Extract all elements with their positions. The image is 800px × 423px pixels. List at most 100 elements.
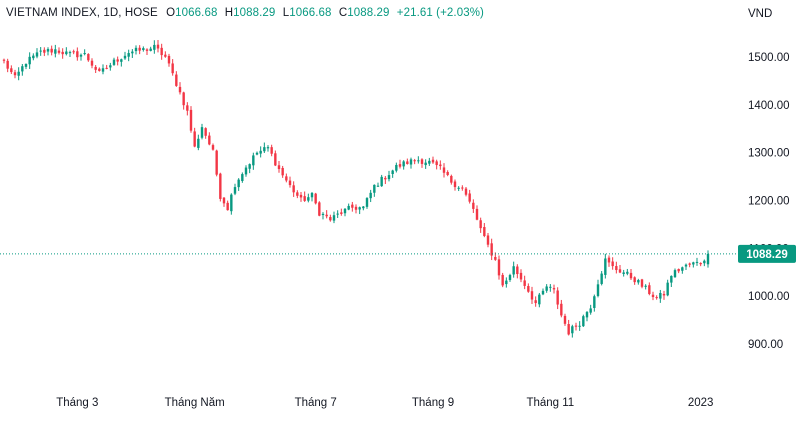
candle-down xyxy=(226,202,229,211)
candle-up xyxy=(505,280,508,285)
open-value: 1066.68 xyxy=(175,7,218,19)
x-tick-label: 2023 xyxy=(688,397,714,409)
candle-down xyxy=(116,59,119,62)
candle-down xyxy=(296,192,299,196)
candle-up xyxy=(347,205,350,210)
candle-up xyxy=(127,53,130,57)
candle-down xyxy=(351,204,354,208)
candle-down xyxy=(406,161,409,165)
candle-down xyxy=(277,165,281,170)
candle-down xyxy=(167,55,171,64)
candle-up xyxy=(39,50,42,52)
y-axis: 900.001000.001100.001200.001300.001400.0… xyxy=(748,52,790,351)
candle-up xyxy=(585,312,589,318)
candle-down xyxy=(354,206,358,210)
candle-up xyxy=(666,282,669,296)
candle-down xyxy=(208,135,211,145)
candle-up xyxy=(596,284,600,296)
candle-up xyxy=(362,206,365,209)
high-label: H xyxy=(224,7,234,19)
candle-down xyxy=(501,274,504,286)
candle-down xyxy=(2,59,6,61)
candle-up xyxy=(266,147,270,149)
x-tick-label: Tháng Năm xyxy=(165,397,225,409)
candle-up xyxy=(17,71,20,76)
high-value: 1088.29 xyxy=(233,7,276,19)
candle-up xyxy=(21,66,24,72)
candle-up xyxy=(259,150,262,154)
candle-down xyxy=(98,68,101,71)
close-value: 1088.29 xyxy=(347,7,390,19)
candle-down xyxy=(329,217,332,221)
candle-up xyxy=(252,155,255,166)
candle-up xyxy=(120,59,123,62)
candle-down xyxy=(677,269,680,272)
candle-down xyxy=(486,235,490,245)
x-tick-label: Tháng 3 xyxy=(56,397,98,409)
candle-up xyxy=(237,179,240,188)
candle-down xyxy=(145,49,149,51)
candle-down xyxy=(472,202,475,209)
candle-down xyxy=(299,194,303,198)
candle-up xyxy=(695,261,699,263)
candle-up xyxy=(197,138,200,148)
candle-up xyxy=(200,127,204,138)
candle-up xyxy=(101,68,105,72)
candle-down xyxy=(270,147,273,154)
candle-up xyxy=(24,63,28,67)
open-label: O xyxy=(166,7,176,19)
candle-up xyxy=(571,326,574,334)
candle-down xyxy=(76,51,79,58)
candle-up xyxy=(549,286,552,288)
candle-down xyxy=(633,277,636,283)
candle-up xyxy=(409,159,413,165)
candle-down xyxy=(94,66,97,70)
candle-down xyxy=(314,193,317,204)
candle-up xyxy=(365,198,369,207)
candle-down xyxy=(431,159,435,163)
candle-down xyxy=(662,293,666,296)
candle-down xyxy=(435,161,438,166)
candle-down xyxy=(318,202,321,216)
candle-up xyxy=(593,296,596,308)
candle-down xyxy=(640,279,644,287)
symbol-label: VIETNAM INDEX, 1D, HOSE xyxy=(6,7,158,19)
candle-down xyxy=(384,177,387,180)
candle-down xyxy=(439,164,442,167)
candle-up xyxy=(395,164,398,171)
last-price-label: 1088.29 xyxy=(746,249,788,261)
candle-series xyxy=(2,40,710,338)
y-tick-label: 1300.00 xyxy=(748,148,790,160)
candle-up xyxy=(83,53,86,55)
candle-down xyxy=(160,47,163,56)
candle-down xyxy=(285,176,288,181)
candle-up xyxy=(684,264,688,267)
candle-down xyxy=(43,49,46,53)
candle-down xyxy=(340,212,343,214)
candle-up xyxy=(230,194,233,212)
y-tick-label: 900.00 xyxy=(748,339,783,351)
candle-up xyxy=(402,161,405,167)
candle-up xyxy=(391,170,394,175)
candle-up xyxy=(681,267,684,271)
candle-down xyxy=(105,67,108,69)
candle-up xyxy=(109,65,112,68)
candle-down xyxy=(138,47,141,51)
candle-down xyxy=(215,150,218,175)
candle-down xyxy=(523,280,526,286)
candle-down xyxy=(186,105,189,111)
x-tick-label: Tháng 7 xyxy=(295,397,337,409)
candle-down xyxy=(530,291,534,300)
candle-up xyxy=(706,253,710,265)
candle-up xyxy=(28,56,31,65)
candle-up xyxy=(35,52,39,57)
candle-down xyxy=(171,63,174,74)
candle-down xyxy=(204,128,207,136)
candle-down xyxy=(552,288,556,290)
candle-down xyxy=(446,172,449,175)
candle-down xyxy=(281,167,284,176)
candle-up xyxy=(424,162,427,166)
candle-up xyxy=(622,272,625,274)
